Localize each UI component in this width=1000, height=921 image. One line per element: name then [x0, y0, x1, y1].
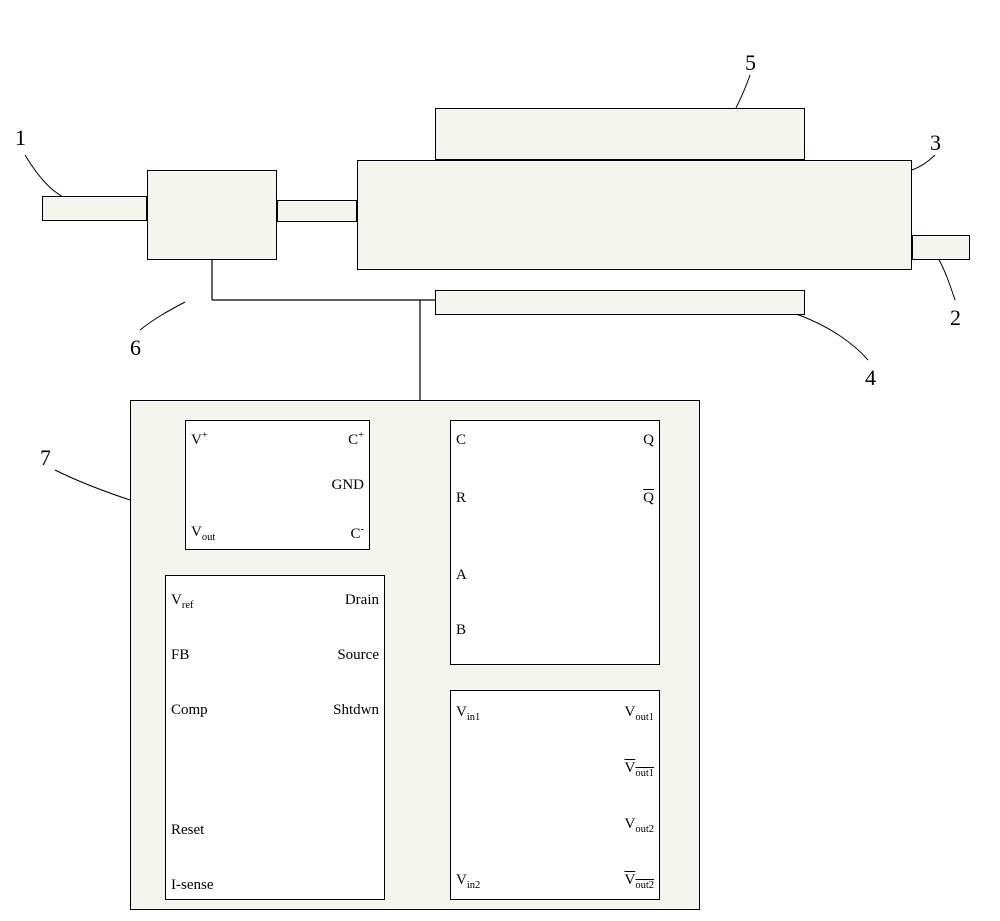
chargepump-pin-right-1: GND	[332, 477, 365, 494]
dualcomp-pin-right-3: Vout2	[624, 872, 654, 891]
regulator-pin-right-1: Source	[337, 647, 379, 664]
diagram-canvas: 1 2 3 4 5 6 7 V+ Vout C+ GND C- C R A B Q Q Vref FB Comp Res…	[0, 0, 1000, 921]
callout-7: 7	[40, 445, 51, 471]
port-left	[42, 196, 147, 221]
callout-2: 2	[950, 305, 961, 331]
flipflop-pin-right-0: Q	[643, 432, 654, 449]
regulator-pin-left-2: Comp	[171, 702, 208, 719]
main-body	[357, 160, 912, 270]
chargepump-pin-right-2: C-	[350, 524, 364, 543]
flipflop-pin-left-1: R	[456, 490, 466, 507]
dualcomp-pin-right-2: Vout2	[624, 816, 654, 835]
flipflop-pin-right-1: Q	[643, 490, 654, 507]
regulator-pin-right-2: Shtdwn	[333, 702, 379, 719]
flipflop-pin-left-0: C	[456, 432, 466, 449]
flipflop-pin-left-3: B	[456, 622, 466, 639]
regulator-pin-left-1: FB	[171, 647, 189, 664]
callout-6: 6	[130, 335, 141, 361]
regulator-pin-left-4: I-sense	[171, 877, 213, 894]
callout-3: 3	[930, 130, 941, 156]
callout-1: 1	[15, 125, 26, 151]
regulator-pin-left-3: Reset	[171, 822, 204, 839]
port-right	[912, 235, 970, 260]
callout-5: 5	[745, 50, 756, 76]
amp-body	[147, 170, 277, 260]
chargepump-pin-right-0: C+	[348, 430, 364, 449]
regulator-pin-right-0: Drain	[345, 592, 379, 609]
flipflop-pin-left-2: A	[456, 567, 467, 584]
dualcomp-pin-right-1: Vout1	[624, 760, 654, 779]
regulator-block	[165, 575, 385, 900]
flipflop-block	[450, 420, 660, 665]
top-plate	[435, 108, 805, 160]
regulator-pin-left-0: Vref	[171, 592, 194, 611]
dualcomp-pin-right-0: Vout1	[624, 704, 654, 723]
dualcomp-pin-left-0: Vin1	[456, 704, 480, 723]
callout-4: 4	[865, 365, 876, 391]
bottom-plate	[435, 290, 805, 315]
chargepump-pin-left-1: Vout	[191, 524, 215, 543]
dualcomp-pin-left-1: Vin2	[456, 872, 480, 891]
amp-out-stub	[277, 200, 357, 222]
chargepump-pin-left-0: V+	[191, 430, 208, 449]
